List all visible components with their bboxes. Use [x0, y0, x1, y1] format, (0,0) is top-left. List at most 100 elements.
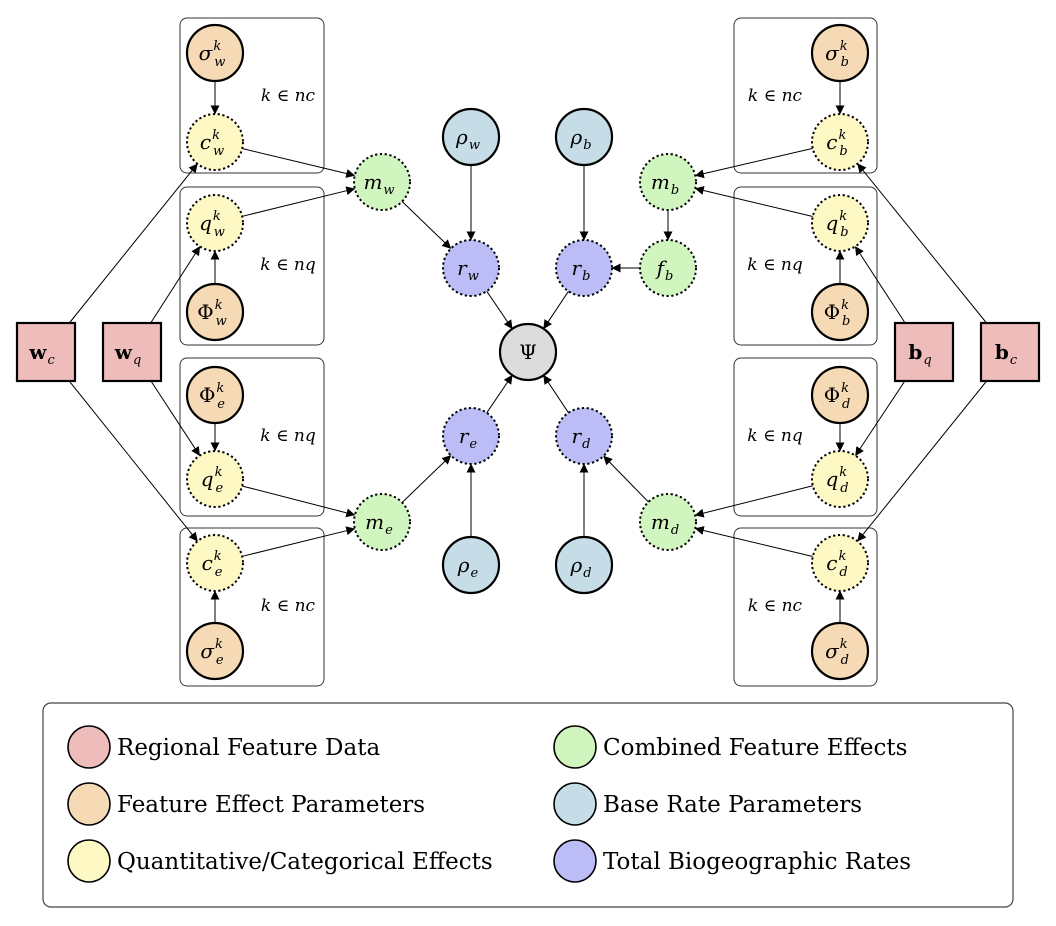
edge-b-q-to-q-b [854, 246, 906, 324]
node-label: Φk b [824, 298, 851, 329]
edge-q-d-to-m-d [694, 485, 813, 518]
node-shape [893, 321, 955, 383]
node-subscript: d [840, 481, 848, 496]
node-shape [555, 239, 613, 297]
edge-m-d-to-r-d [603, 455, 649, 503]
node-r-e: re [442, 407, 500, 465]
legend-swatch [67, 839, 111, 883]
plate-bq-label: k ∈ nq [747, 255, 803, 275]
legend: Regional Feature Data Feature Effect Para… [42, 702, 1014, 908]
node-symbol: q [825, 467, 838, 491]
node-superscript: k [838, 549, 846, 564]
node-phi-e: Φk e [185, 365, 245, 425]
node-subscript: e [469, 437, 477, 452]
node-label: σk d [825, 637, 849, 668]
node-shape [441, 535, 501, 595]
node-shape [810, 23, 870, 83]
node-symbol: b [908, 340, 922, 364]
node-superscript: k [840, 637, 848, 652]
node-q-d: qk d [811, 450, 869, 508]
edge-w-q-to-q-w [150, 246, 201, 324]
nodes-layer: σk wck wqk wΦk wΦk eqk eck eσk eσk bck bqk bΦk bΦk dq… [15, 23, 1041, 681]
node-subscript: b [840, 225, 848, 240]
legend-swatch [553, 839, 597, 883]
node-sigma-w: σk w [185, 23, 245, 83]
node-shape [442, 239, 500, 297]
node-m-w: mw [353, 153, 411, 211]
node-superscript: k [215, 298, 223, 313]
node-rho-w: ρw [441, 107, 501, 167]
node-m-b: mb [639, 153, 697, 211]
node-symbol: r [459, 424, 470, 448]
node-superscript: k [214, 549, 222, 564]
node-label: Φk w [197, 298, 226, 329]
node-m-d: md [639, 493, 697, 551]
node-symbol: q [199, 211, 212, 235]
node-label: qk b [825, 209, 848, 240]
node-subscript: d [671, 523, 679, 538]
node-shape [442, 407, 500, 465]
node-symbol: c [202, 551, 213, 575]
node-c-d: ck d [811, 534, 869, 592]
node-symbol: ρ [457, 553, 470, 577]
node-subscript: w [468, 269, 479, 284]
node-subscript: w [383, 183, 394, 198]
node-label: Φk d [824, 381, 851, 412]
node-shape [441, 107, 501, 167]
node-shape [101, 321, 163, 383]
node-label: ck b [826, 128, 847, 159]
node-symbol: ρ [569, 125, 582, 149]
node-b-q: bq [893, 321, 955, 383]
node-q-e: qk e [186, 450, 244, 508]
node-q-b: qk b [811, 194, 869, 252]
node-superscript: k [213, 209, 221, 224]
edge-m-w-to-r-w [401, 201, 452, 249]
node-b-c: bc [979, 321, 1041, 383]
node-symbol: r [572, 424, 583, 448]
node-subscript: w [216, 314, 227, 329]
node-c-e: ck e [186, 534, 244, 592]
node-sigma-e: σk e [185, 621, 245, 681]
edge-c-b-to-m-b [694, 147, 813, 179]
node-shape [811, 194, 869, 252]
node-symbol: Ψ [519, 340, 537, 364]
legend-item-base: Base Rate Parameters [553, 782, 862, 826]
node-subscript: b [841, 55, 849, 70]
node-shape [639, 153, 697, 211]
edge-b-q-to-q-d [855, 380, 906, 457]
edge-q-b-to-m-b [694, 186, 813, 217]
node-superscript: k [212, 128, 220, 143]
node-c-b: ck b [811, 113, 869, 171]
edge-q-e-to-m-e [241, 485, 356, 518]
node-symbol: c [200, 130, 211, 154]
node-shape [554, 535, 614, 595]
edge-q-w-to-m-w [242, 186, 356, 217]
node-label: Φk e [199, 381, 225, 412]
node-shape [811, 113, 869, 171]
node-phi-d: Φk d [810, 365, 870, 425]
plate-bc-label: k ∈ nc [748, 86, 803, 106]
node-w-c: wc [15, 321, 77, 383]
edge-b-c-to-c-d [857, 380, 988, 542]
node-label: ρb [569, 125, 591, 153]
node-label: mb [651, 170, 679, 198]
plate-dq-label: k ∈ nq [747, 426, 803, 446]
node-r-d: rd [555, 407, 613, 465]
node-superscript: k [839, 465, 847, 480]
node-label: wq [114, 340, 142, 368]
node-label: σk w [199, 39, 226, 70]
node-symbol: σ [199, 41, 214, 65]
node-w-q: wq [101, 321, 163, 383]
node-superscript: k [838, 128, 846, 143]
node-label: rd [572, 424, 591, 452]
node-subscript: d [842, 397, 850, 412]
node-sigma-b: σk b [810, 23, 870, 83]
edge-r-w-to-psi [486, 290, 513, 330]
node-subscript: d [839, 565, 847, 580]
node-shape [353, 153, 411, 211]
node-subscript: e [216, 481, 224, 496]
legend-label: Total Biogeographic Rates [603, 849, 911, 875]
edge-w-c-to-c-w [68, 163, 198, 324]
node-shape [186, 534, 244, 592]
plate-ec [179, 527, 325, 687]
